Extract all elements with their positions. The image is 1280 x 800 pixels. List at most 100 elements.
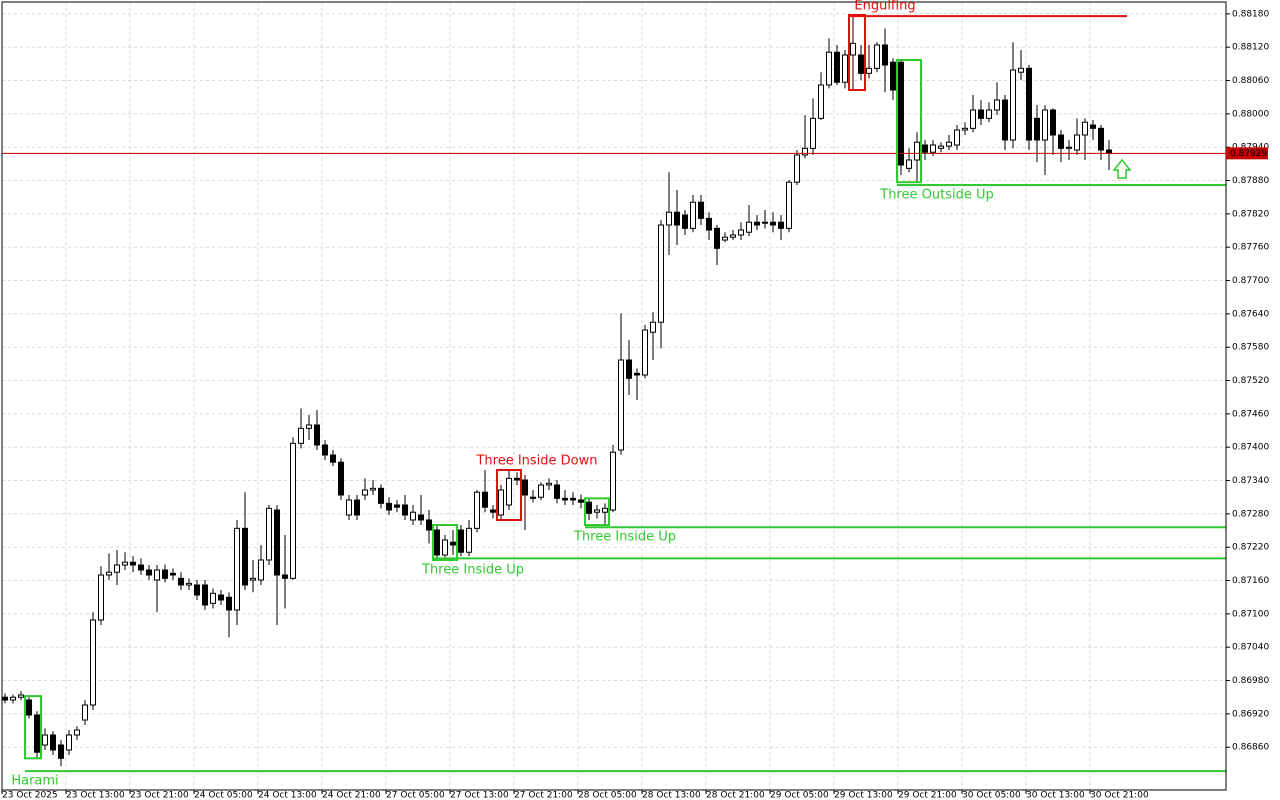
candle-body: [258, 559, 264, 581]
candle-body: [898, 61, 904, 166]
candle-body: [1098, 127, 1104, 151]
candle-body: [306, 424, 312, 429]
candle-body: [586, 501, 592, 514]
candle-body: [890, 61, 896, 91]
candle-body: [490, 509, 496, 513]
candle-body: [834, 51, 840, 83]
x-tick-label: 29 Oct 05:00: [770, 791, 829, 800]
candle-body: [674, 211, 680, 226]
x-tick-label: 29 Oct 13:00: [834, 791, 893, 800]
candle-body: [346, 499, 352, 516]
candle-body: [394, 504, 400, 508]
candle-body: [1050, 109, 1056, 136]
y-tick-label: 0.88060: [1232, 76, 1269, 86]
candle-body: [370, 487, 376, 491]
candle-body: [1066, 146, 1072, 149]
candle-body: [594, 509, 600, 513]
candle-body: [298, 427, 304, 444]
candle-body: [1034, 117, 1040, 141]
x-tick-label: 29 Oct 21:00: [898, 791, 957, 800]
candle-body: [434, 529, 440, 556]
candle-body: [1026, 67, 1032, 141]
pattern-box: [432, 524, 458, 561]
y-tick-label: 0.87460: [1232, 409, 1269, 419]
candle-body: [170, 572, 176, 576]
candle-body: [554, 484, 560, 499]
candle-body: [82, 704, 88, 721]
candle-body: [714, 227, 720, 249]
candle-body: [178, 577, 184, 586]
candle-body: [378, 487, 384, 504]
candle-body: [562, 497, 568, 501]
candle-body: [474, 491, 480, 529]
candle-body: [10, 696, 16, 701]
candle-body: [218, 594, 224, 601]
y-tick-label: 0.87520: [1232, 376, 1269, 386]
candle-body: [266, 507, 272, 561]
candle-body: [1010, 69, 1016, 141]
candle-body: [202, 584, 208, 606]
candle-body: [58, 744, 64, 759]
y-tick-label: 0.88120: [1232, 43, 1269, 53]
y-tick-label: 0.87280: [1232, 509, 1269, 519]
y-tick-label: 0.88180: [1232, 9, 1269, 19]
candle-body: [50, 734, 56, 751]
candle-body: [130, 561, 136, 566]
candle-body: [250, 577, 256, 581]
candle-body: [1082, 121, 1088, 136]
x-tick-label: 24 Oct 21:00: [322, 791, 381, 800]
candle-body: [2, 696, 8, 701]
x-tick-label: 27 Oct 13:00: [450, 791, 509, 800]
pattern-box: [848, 14, 866, 91]
candle-body: [642, 329, 648, 376]
plot-frame: [1, 1, 1227, 791]
candle-body: [362, 489, 368, 496]
candle-body: [570, 497, 576, 501]
x-tick-label: 24 Oct 13:00: [258, 791, 317, 800]
candle-body: [410, 511, 416, 521]
candle-body: [466, 527, 472, 553]
candle-body: [186, 582, 192, 586]
candle-body: [242, 527, 248, 586]
candle-body: [706, 217, 712, 231]
candle-body: [74, 729, 80, 736]
candle-body: [330, 454, 336, 463]
candle-body: [794, 154, 800, 183]
candle-body: [906, 159, 912, 169]
y-tick-label: 0.87700: [1232, 276, 1269, 286]
candle-body: [866, 67, 872, 74]
candle-body: [522, 479, 528, 496]
pattern-label: Three Inside Up: [573, 530, 676, 545]
candle-body: [506, 477, 512, 506]
candle-body: [482, 491, 488, 508]
y-tick-label: 0.87340: [1232, 476, 1269, 486]
candle-body: [658, 224, 664, 323]
candle-body: [626, 359, 632, 379]
candle-body: [722, 236, 728, 241]
candle-body: [514, 477, 520, 481]
candle-body: [762, 221, 768, 224]
candle-body: [66, 734, 72, 751]
candle-body: [682, 214, 688, 229]
candle-body: [226, 596, 232, 611]
candle-body: [274, 509, 280, 576]
y-tick-label: 0.86920: [1232, 709, 1269, 719]
candle-body: [634, 372, 640, 376]
pattern-box: [24, 695, 42, 760]
candle-body: [322, 444, 328, 456]
x-tick-label: 30 Oct 13:00: [1026, 791, 1085, 800]
candle-body: [578, 499, 584, 503]
pattern-box: [896, 59, 922, 184]
y-tick-label: 0.86860: [1232, 743, 1269, 753]
candle-body: [154, 569, 160, 581]
x-tick-label: 27 Oct 21:00: [514, 791, 573, 800]
signal-arrow: [1112, 158, 1132, 179]
candle-body: [18, 694, 24, 698]
candle-body: [842, 54, 848, 83]
y-tick-label: 0.86980: [1232, 676, 1269, 686]
y-tick-label: 0.87220: [1232, 543, 1269, 553]
candle-body: [26, 699, 32, 716]
x-tick-label: 28 Oct 13:00: [642, 791, 701, 800]
candle-body: [922, 144, 928, 153]
candle-body: [826, 51, 832, 86]
